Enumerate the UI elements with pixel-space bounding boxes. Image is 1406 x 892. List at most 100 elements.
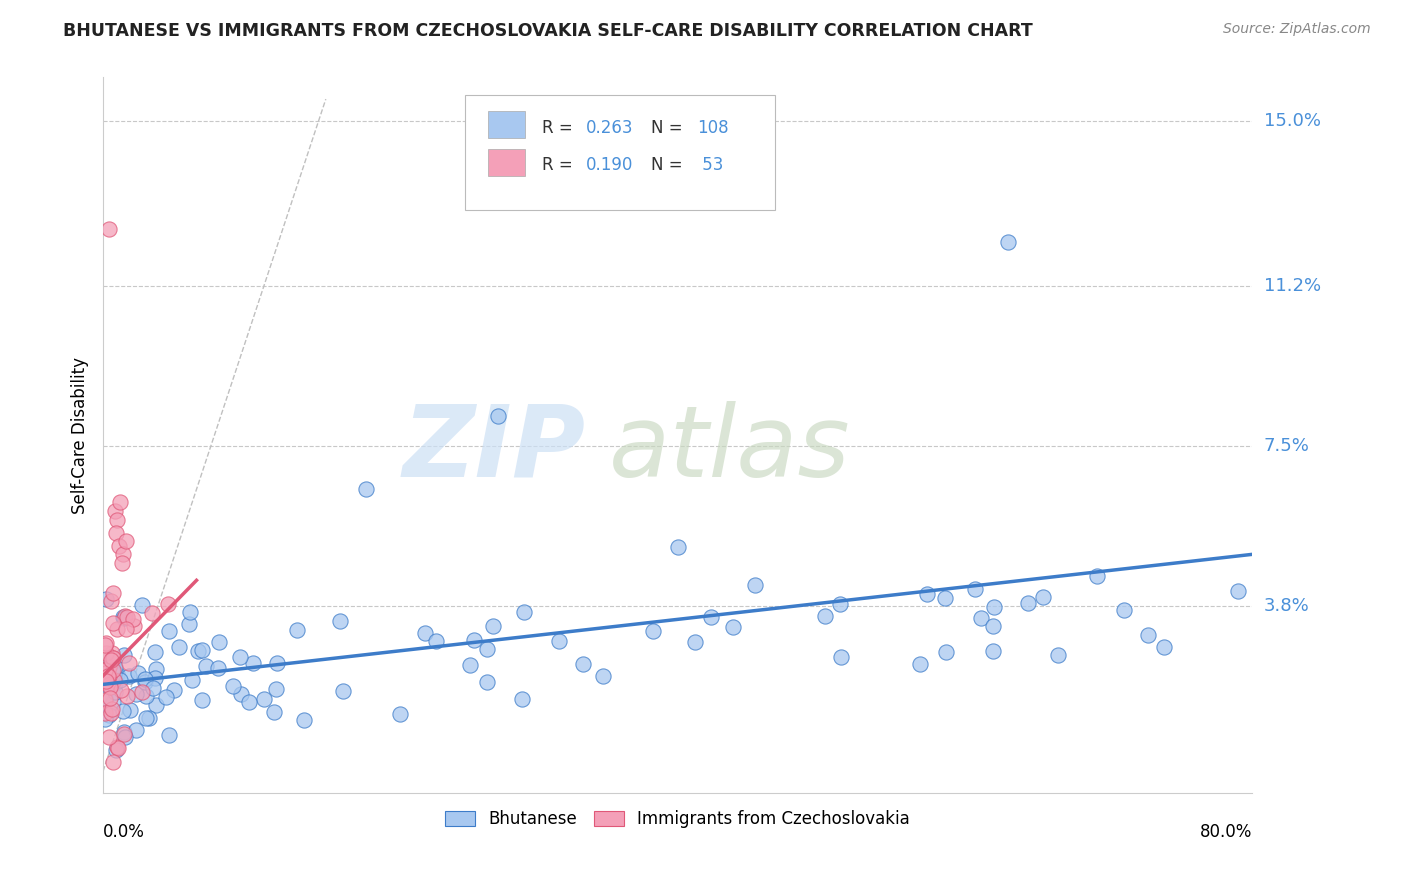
- Point: [115, 689, 138, 703]
- Point: [112, 725, 135, 739]
- Point: [114, 622, 136, 636]
- Point: [100, 652, 122, 666]
- Point: [107, 513, 129, 527]
- Point: [94, 591, 117, 606]
- Point: [107, 741, 129, 756]
- Point: [194, 659, 217, 673]
- Point: [94, 673, 117, 688]
- Point: [830, 650, 852, 665]
- Point: [112, 611, 135, 625]
- Point: [179, 605, 201, 619]
- Point: [238, 695, 260, 709]
- Point: [513, 606, 536, 620]
- Point: [1047, 648, 1070, 663]
- Point: [124, 619, 146, 633]
- Point: [935, 645, 957, 659]
- Point: [101, 646, 124, 660]
- Point: [997, 235, 1019, 250]
- Point: [1032, 590, 1054, 604]
- Text: 53: 53: [697, 156, 724, 175]
- Point: [125, 723, 148, 738]
- Point: [285, 623, 308, 637]
- Point: [93, 672, 115, 686]
- Point: [98, 708, 121, 723]
- Point: [93, 690, 115, 705]
- Point: [104, 676, 127, 690]
- Point: [512, 691, 534, 706]
- Text: 7.5%: 7.5%: [1264, 437, 1309, 455]
- Point: [145, 662, 167, 676]
- FancyBboxPatch shape: [465, 95, 776, 210]
- Text: ZIP: ZIP: [404, 401, 586, 498]
- Point: [131, 684, 153, 698]
- Point: [700, 610, 723, 624]
- Point: [264, 681, 287, 696]
- Point: [101, 585, 124, 599]
- Point: [98, 659, 121, 673]
- Point: [97, 730, 120, 744]
- Point: [104, 660, 127, 674]
- Point: [683, 635, 706, 649]
- Point: [138, 711, 160, 725]
- Point: [191, 693, 214, 707]
- Point: [266, 656, 288, 670]
- Point: [105, 739, 128, 754]
- Point: [111, 556, 134, 570]
- Point: [131, 599, 153, 613]
- Point: [105, 667, 128, 681]
- Point: [101, 651, 124, 665]
- Point: [163, 683, 186, 698]
- Point: [915, 586, 938, 600]
- Point: [97, 678, 120, 692]
- Point: [1136, 628, 1159, 642]
- Point: [120, 703, 142, 717]
- Point: [1017, 596, 1039, 610]
- Point: [475, 674, 498, 689]
- Point: [105, 525, 128, 540]
- Point: [1085, 569, 1108, 583]
- Point: [97, 222, 120, 236]
- Point: [101, 695, 124, 709]
- Legend: Bhutanese, Immigrants from Czechoslovakia: Bhutanese, Immigrants from Czechoslovaki…: [439, 803, 917, 835]
- Point: [592, 669, 614, 683]
- Text: 108: 108: [697, 119, 728, 136]
- Point: [157, 624, 180, 638]
- Point: [104, 504, 127, 518]
- Point: [98, 680, 121, 694]
- Point: [332, 684, 354, 698]
- Point: [415, 626, 437, 640]
- Point: [141, 606, 163, 620]
- Text: 11.2%: 11.2%: [1264, 277, 1320, 294]
- Point: [143, 672, 166, 686]
- Point: [100, 702, 122, 716]
- Point: [142, 681, 165, 696]
- Text: 0.0%: 0.0%: [103, 823, 145, 841]
- Point: [112, 648, 135, 663]
- Point: [425, 634, 447, 648]
- Point: [97, 669, 120, 683]
- Point: [963, 582, 986, 596]
- Point: [463, 632, 485, 647]
- Point: [110, 683, 132, 698]
- Point: [1114, 603, 1136, 617]
- Point: [93, 663, 115, 677]
- Point: [486, 409, 509, 423]
- Point: [229, 687, 252, 701]
- Point: [177, 617, 200, 632]
- Point: [180, 673, 202, 688]
- Point: [135, 689, 157, 703]
- Point: [112, 727, 135, 741]
- Text: N =: N =: [651, 119, 688, 136]
- Point: [111, 610, 134, 624]
- Point: [475, 642, 498, 657]
- Point: [908, 657, 931, 671]
- Point: [103, 673, 125, 687]
- Point: [157, 597, 180, 611]
- Point: [124, 687, 146, 701]
- Point: [111, 704, 134, 718]
- FancyBboxPatch shape: [488, 111, 524, 138]
- Point: [104, 743, 127, 757]
- Point: [643, 624, 665, 638]
- Point: [155, 690, 177, 705]
- Point: [981, 644, 1004, 658]
